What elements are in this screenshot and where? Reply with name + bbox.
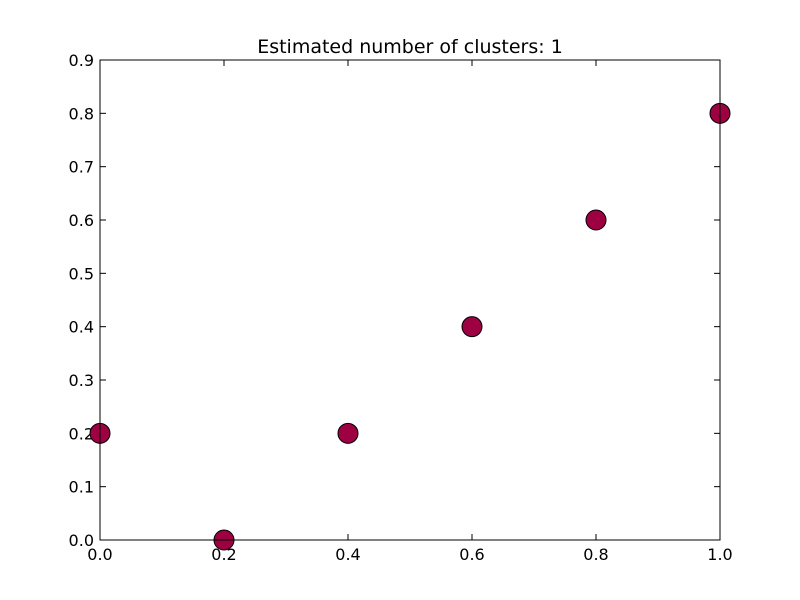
- y-tick-label: 0.8: [69, 104, 94, 123]
- y-tick-label: 0.6: [69, 211, 94, 230]
- y-tick-label: 0.5: [69, 264, 94, 283]
- x-tick-label: 0.8: [583, 545, 608, 564]
- scatter-point: [337, 422, 359, 444]
- y-tick-label: 0.2: [69, 424, 94, 443]
- data-points: [89, 102, 731, 551]
- y-tick-label: 0.3: [69, 371, 94, 390]
- scatter-point: [585, 209, 607, 231]
- x-tick-label: 0.4: [335, 545, 360, 564]
- plot-frame: [99, 59, 721, 541]
- x-tick-label: 0.2: [211, 545, 236, 564]
- x-tick-label: 0.6: [459, 545, 484, 564]
- x-tick-label: 1.0: [707, 545, 732, 564]
- x-tick-label: 0.0: [87, 545, 112, 564]
- y-tick-label: 0.7: [69, 158, 94, 177]
- y-tick-label: 0.4: [69, 318, 94, 337]
- axis-ticks: 0.0 0.2 0.4 0.6 0.8 1.0 0.0 0.1 0.2 0.3 0.4 0.5 0.6 0…: [69, 51, 733, 564]
- chart-title: Estimated number of clusters: 1: [257, 36, 563, 58]
- y-tick-label: 0.0: [69, 531, 94, 550]
- y-tick-label: 0.1: [69, 478, 94, 497]
- y-tick-label: 0.9: [69, 51, 94, 70]
- scatter-point: [461, 316, 483, 338]
